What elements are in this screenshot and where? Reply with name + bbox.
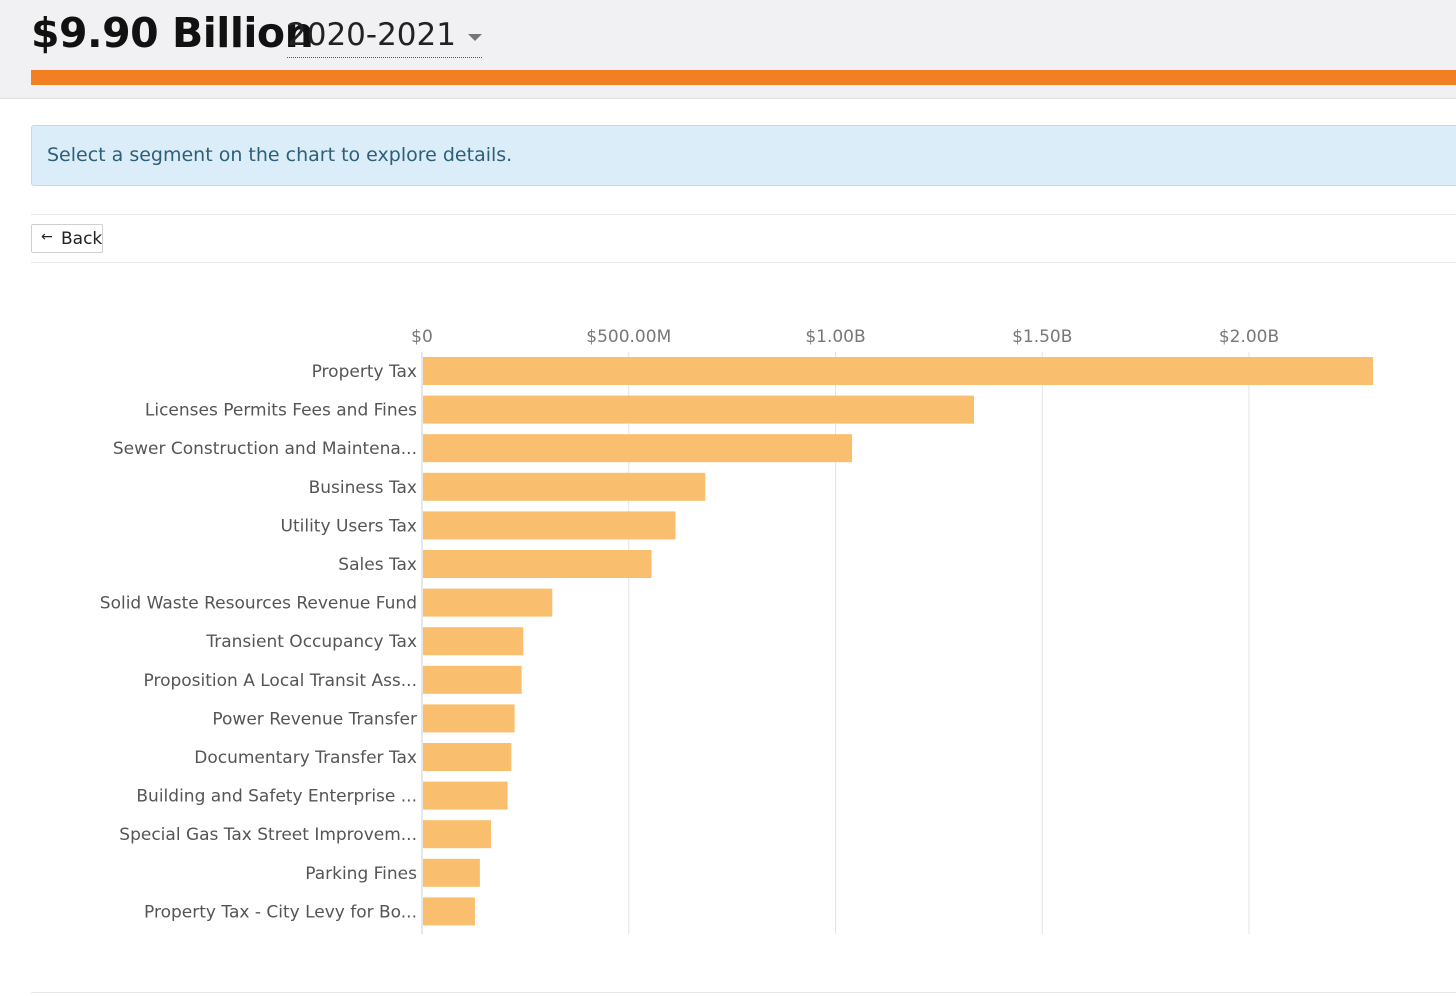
- bar[interactable]: [423, 434, 853, 463]
- bar[interactable]: [423, 511, 676, 540]
- bar[interactable]: [423, 858, 480, 887]
- x-tick-label: $1.00B: [805, 327, 865, 347]
- category-label: Property Tax: [312, 362, 417, 382]
- header-divider: [0, 98, 1456, 99]
- toolbar-divider-top: [31, 214, 1456, 215]
- accent-bar: [31, 70, 1456, 85]
- bar[interactable]: [423, 704, 515, 733]
- bar[interactable]: [423, 588, 553, 617]
- bar[interactable]: [423, 550, 652, 578]
- year-dropdown-value: 2020-2021: [287, 17, 456, 53]
- total-amount-title: $9.90 Billion: [31, 9, 314, 57]
- category-label: Transient Occupancy Tax: [205, 632, 417, 652]
- back-button-label: Back: [61, 229, 103, 249]
- year-dropdown[interactable]: 2020-2021: [287, 17, 482, 58]
- x-tick-label: $0: [411, 327, 433, 347]
- bar[interactable]: [423, 472, 706, 501]
- category-label: Power Revenue Transfer: [212, 709, 417, 729]
- x-tick-label: $500.00M: [586, 327, 671, 347]
- bar[interactable]: [423, 627, 524, 656]
- category-label: Business Tax: [309, 478, 417, 498]
- category-label: Licenses Permits Fees and Fines: [145, 401, 417, 421]
- toolbar-divider-bottom: [31, 262, 1456, 263]
- bar[interactable]: [423, 395, 975, 424]
- category-label: Sewer Construction and Maintena...: [113, 439, 417, 459]
- bar[interactable]: [423, 357, 1374, 385]
- category-label: Special Gas Tax Street Improvem...: [119, 825, 417, 845]
- x-tick-label: $1.50B: [1012, 327, 1072, 347]
- category-label: Sales Tax: [338, 555, 417, 575]
- bar[interactable]: [423, 781, 508, 810]
- info-alert: Select a segment on the chart to explore…: [31, 125, 1456, 186]
- category-label: Solid Waste Resources Revenue Fund: [100, 594, 417, 614]
- bar[interactable]: [423, 897, 475, 926]
- bar[interactable]: [423, 743, 512, 771]
- category-label: Parking Fines: [305, 864, 417, 884]
- chevron-down-icon: [467, 34, 482, 41]
- x-tick-label: $2.00B: [1219, 327, 1279, 347]
- bar[interactable]: [423, 665, 522, 694]
- header-bar: $9.90 Billion 2020-2021: [0, 0, 1456, 98]
- footer-divider: [31, 992, 1456, 993]
- back-button[interactable]: ← Back: [31, 224, 103, 253]
- category-label: Documentary Transfer Tax: [194, 748, 417, 768]
- category-label: Proposition A Local Transit Ass...: [144, 671, 417, 691]
- info-alert-text: Select a segment on the chart to explore…: [47, 144, 513, 166]
- category-label: Building and Safety Enterprise ...: [136, 787, 417, 807]
- bar[interactable]: [423, 820, 492, 849]
- category-label: Property Tax - City Levy for Bo...: [144, 902, 417, 922]
- arrow-left-icon: ←: [41, 229, 53, 245]
- category-label: Utility Users Tax: [281, 516, 417, 536]
